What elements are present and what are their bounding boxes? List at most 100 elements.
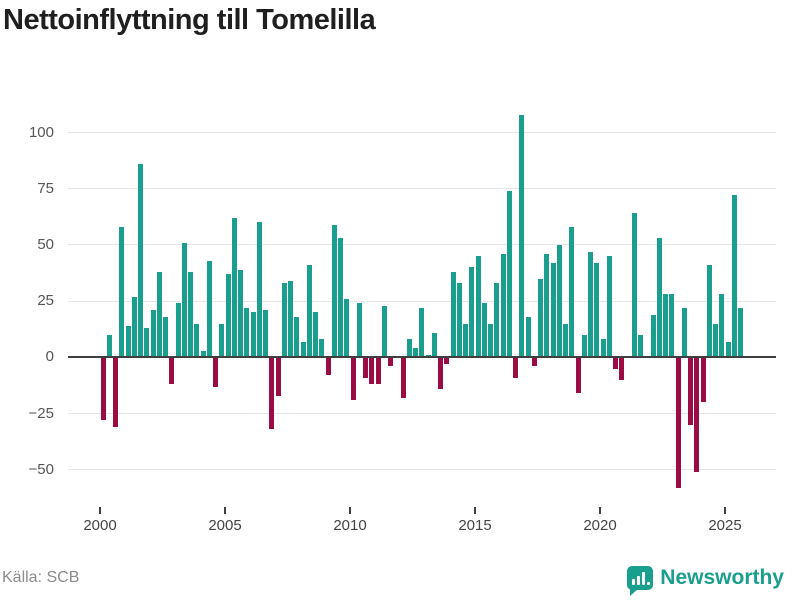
bar bbox=[225, 274, 231, 358]
bar bbox=[569, 226, 575, 358]
gridline-y100 bbox=[68, 132, 776, 133]
bar bbox=[169, 357, 175, 385]
bar bbox=[581, 334, 587, 358]
bar bbox=[519, 114, 525, 358]
bar bbox=[531, 357, 537, 367]
bar bbox=[619, 357, 625, 380]
bar bbox=[325, 357, 331, 376]
bar bbox=[263, 310, 268, 358]
bar bbox=[356, 303, 362, 358]
x-axis-tick-mark bbox=[349, 507, 351, 514]
bar bbox=[594, 262, 600, 358]
x-axis-tick-mark bbox=[474, 507, 476, 514]
bar bbox=[313, 312, 318, 358]
bar bbox=[469, 267, 475, 358]
bar bbox=[150, 310, 156, 358]
bar bbox=[306, 265, 312, 358]
bar bbox=[288, 280, 293, 358]
bar bbox=[244, 307, 250, 358]
y-axis-tick-label: 0 bbox=[45, 348, 54, 366]
y-axis-tick-label: 25 bbox=[37, 292, 54, 310]
bar bbox=[181, 242, 187, 358]
bar bbox=[669, 294, 675, 358]
bar bbox=[556, 244, 562, 358]
bar bbox=[650, 314, 656, 358]
bar bbox=[200, 350, 206, 358]
newsworthy-brand[interactable]: Newsworthy bbox=[627, 566, 784, 596]
x-axis-zero-line bbox=[68, 356, 776, 359]
bar bbox=[106, 334, 112, 358]
chart-title: Nettoinflyttning till Tomelilla bbox=[3, 4, 376, 36]
bar bbox=[188, 271, 193, 358]
bar bbox=[413, 348, 418, 358]
bar bbox=[725, 341, 731, 358]
gridline-y25 bbox=[68, 300, 776, 302]
bar bbox=[163, 316, 168, 358]
bar bbox=[219, 323, 225, 358]
bar bbox=[600, 339, 606, 358]
gridline-y75 bbox=[68, 188, 776, 190]
bar bbox=[431, 332, 437, 358]
bar bbox=[194, 323, 200, 358]
bar bbox=[606, 256, 612, 358]
y-axis-tick-label: −50 bbox=[28, 460, 54, 478]
bar bbox=[350, 357, 356, 400]
bar bbox=[375, 357, 381, 385]
gridline-y-25 bbox=[68, 413, 776, 414]
bar bbox=[231, 217, 237, 358]
bar bbox=[681, 307, 687, 358]
bar bbox=[638, 334, 643, 358]
bar bbox=[156, 271, 162, 358]
bar bbox=[175, 303, 181, 358]
bar bbox=[631, 213, 637, 358]
bar bbox=[563, 323, 568, 358]
bar bbox=[144, 328, 150, 358]
x-axis-tick-label: 2000 bbox=[83, 517, 117, 534]
bar bbox=[675, 357, 681, 488]
bar bbox=[269, 357, 275, 430]
y-axis-tick-label: 100 bbox=[28, 123, 54, 141]
bar bbox=[738, 307, 743, 358]
bar bbox=[281, 283, 287, 358]
y-axis-tick-label: 75 bbox=[37, 179, 54, 197]
bar bbox=[425, 355, 431, 358]
bar bbox=[488, 323, 493, 358]
source-label: Källa: SCB bbox=[2, 569, 80, 586]
bar bbox=[300, 341, 306, 358]
bar bbox=[463, 323, 468, 358]
bar bbox=[206, 260, 212, 358]
bar bbox=[119, 226, 125, 358]
bar bbox=[731, 195, 737, 358]
bar bbox=[400, 357, 406, 398]
bar bbox=[550, 262, 556, 358]
bar bbox=[706, 265, 712, 358]
footer: Källa: SCB Newsworthy bbox=[2, 562, 784, 596]
bar bbox=[331, 224, 337, 358]
x-axis-tick-label: 2010 bbox=[333, 517, 367, 534]
bar bbox=[719, 294, 725, 358]
bar bbox=[125, 325, 131, 358]
bar bbox=[494, 283, 500, 358]
bar bbox=[213, 357, 218, 387]
x-axis-tick-label: 2005 bbox=[208, 517, 242, 534]
bar bbox=[406, 339, 412, 358]
gridline-y50 bbox=[68, 244, 776, 246]
bar bbox=[444, 357, 450, 365]
bar bbox=[456, 283, 462, 358]
bar bbox=[438, 357, 443, 389]
bar bbox=[256, 222, 262, 358]
bar bbox=[525, 316, 531, 358]
bar bbox=[700, 357, 706, 403]
bar bbox=[513, 357, 518, 378]
bar bbox=[275, 357, 281, 396]
bar bbox=[344, 298, 350, 358]
bar bbox=[238, 269, 243, 358]
x-axis-tick-label: 2015 bbox=[458, 517, 492, 534]
gridline-y-50 bbox=[68, 469, 776, 471]
newsworthy-logo-icon bbox=[627, 566, 654, 596]
bar bbox=[319, 339, 325, 358]
bar bbox=[544, 253, 550, 358]
bar bbox=[694, 357, 700, 472]
